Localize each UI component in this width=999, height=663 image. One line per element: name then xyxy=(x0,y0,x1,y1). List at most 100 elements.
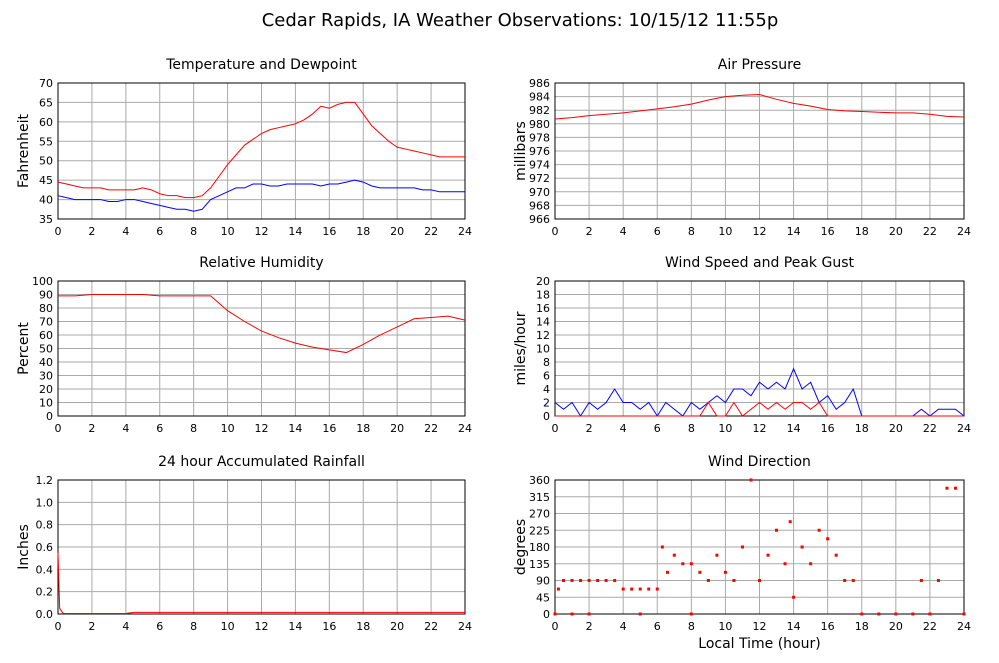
y-tick-label: 0.6 xyxy=(36,541,54,554)
data-point xyxy=(749,478,753,482)
data-point xyxy=(758,579,761,582)
x-tick-label: 20 xyxy=(390,225,404,238)
y-tick-label: 12 xyxy=(536,329,550,342)
data-point xyxy=(800,545,804,549)
y-tick-label: 50 xyxy=(39,343,53,356)
data-point xyxy=(877,612,881,616)
y-tick-label: 10 xyxy=(39,397,53,410)
data-line xyxy=(57,179,465,212)
plot-frame xyxy=(57,82,466,220)
x-tick-label: 10 xyxy=(221,225,235,238)
x-tick-label: 0 xyxy=(55,422,62,435)
x-tick-label: 0 xyxy=(55,225,62,238)
y-axis-label: miles/hour xyxy=(513,311,529,385)
x-tick-label: 14 xyxy=(787,422,801,435)
x-tick-label: 10 xyxy=(221,422,235,435)
x-tick-label: 0 xyxy=(552,620,559,633)
data-point xyxy=(621,587,625,591)
y-tick-label: 974 xyxy=(529,159,550,172)
x-tick-label: 14 xyxy=(288,422,302,435)
y-tick-label: 982 xyxy=(529,104,550,117)
y-axis-label: Fahrenheit xyxy=(16,113,32,188)
x-tick-label: 4 xyxy=(620,225,627,238)
y-tick-label: 8 xyxy=(543,356,550,369)
data-point xyxy=(911,612,915,616)
x-tick-label: 22 xyxy=(923,225,937,238)
data-point xyxy=(834,553,838,557)
y-tick-label: 35 xyxy=(39,213,53,226)
x-axis-label: Local Time (hour) xyxy=(698,636,820,652)
x-tick-label: 18 xyxy=(356,225,370,238)
data-point xyxy=(843,579,847,582)
y-tick-label: 40 xyxy=(39,356,53,369)
x-tick-label: 10 xyxy=(718,422,732,435)
y-tick-label: 90 xyxy=(39,289,53,302)
y-tick-label: 984 xyxy=(529,91,550,104)
y-tick-label: 970 xyxy=(529,186,550,199)
y-tick-label: 65 xyxy=(39,96,53,109)
x-tick-label: 4 xyxy=(620,620,627,633)
y-tick-label: 40 xyxy=(39,194,53,207)
x-tick-label: 8 xyxy=(190,225,197,238)
x-tick-label: 12 xyxy=(753,620,767,633)
x-tick-label: 8 xyxy=(190,422,197,435)
data-point xyxy=(665,570,669,574)
x-tick-label: 4 xyxy=(620,422,627,435)
x-tick-label: 14 xyxy=(787,620,801,633)
y-tick-label: 1.2 xyxy=(36,474,54,487)
y-tick-label: 980 xyxy=(529,118,550,131)
x-tick-label: 10 xyxy=(221,620,235,633)
plot-frame xyxy=(554,82,965,220)
x-tick-label: 8 xyxy=(688,225,695,238)
x-tick-label: 6 xyxy=(156,422,163,435)
data-point xyxy=(826,537,830,541)
y-tick-label: 270 xyxy=(529,508,550,521)
data-line xyxy=(58,294,466,354)
y-axis-label: millibars xyxy=(513,121,529,181)
y-tick-label: 0 xyxy=(543,410,550,423)
data-point xyxy=(587,612,591,616)
data-point xyxy=(613,579,617,582)
data-point xyxy=(860,612,864,616)
plot-frame xyxy=(554,280,965,417)
y-tick-label: 100 xyxy=(32,275,53,288)
x-tick-label: 10 xyxy=(718,620,732,633)
x-tick-label: 2 xyxy=(88,620,95,633)
data-point xyxy=(732,579,736,582)
x-tick-label: 18 xyxy=(855,422,869,435)
x-tick-label: 24 xyxy=(957,620,971,633)
x-tick-label: 18 xyxy=(356,422,370,435)
y-tick-label: 10 xyxy=(536,343,550,356)
y-tick-label: 70 xyxy=(39,316,53,329)
data-point xyxy=(715,553,719,557)
x-tick-label: 18 xyxy=(356,620,370,633)
data-point xyxy=(945,486,949,490)
y-tick-label: 16 xyxy=(536,302,550,315)
page-title: Cedar Rapids, IA Weather Observations: 1… xyxy=(262,10,779,31)
x-tick-label: 22 xyxy=(424,422,438,435)
y-tick-label: 1.0 xyxy=(36,496,54,509)
data-point xyxy=(562,579,566,582)
panel-title: Temperature and Dewpoint xyxy=(165,57,357,73)
y-tick-label: 225 xyxy=(529,524,550,537)
plot-frame xyxy=(554,479,965,615)
data-point xyxy=(928,612,932,616)
data-point xyxy=(919,579,923,582)
data-point xyxy=(660,545,664,549)
y-axis-label: degrees xyxy=(513,519,529,575)
x-tick-label: 24 xyxy=(957,422,971,435)
x-tick-label: 8 xyxy=(190,620,197,633)
y-tick-label: 360 xyxy=(529,474,550,487)
x-tick-label: 16 xyxy=(322,225,336,238)
x-tick-label: 8 xyxy=(688,422,695,435)
data-point xyxy=(792,595,796,599)
x-tick-label: 20 xyxy=(390,620,404,633)
data-point xyxy=(698,570,702,574)
x-tick-label: 18 xyxy=(855,225,869,238)
plot-frame xyxy=(57,479,466,615)
x-tick-label: 16 xyxy=(821,225,835,238)
x-tick-label: 24 xyxy=(957,225,971,238)
plot-frame xyxy=(57,280,466,417)
y-tick-label: 45 xyxy=(39,174,53,187)
y-tick-label: 972 xyxy=(529,172,550,185)
